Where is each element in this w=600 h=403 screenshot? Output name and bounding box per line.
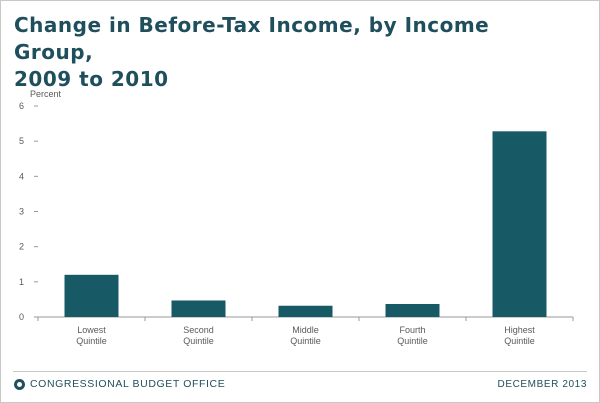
x-tick-label: Middle xyxy=(292,325,319,335)
y-tick-label: 2 xyxy=(19,242,24,252)
x-tick-label: Highest xyxy=(504,325,535,335)
y-tick-label: 5 xyxy=(19,136,24,146)
x-tick-label: Quintile xyxy=(183,336,214,346)
x-tick-label: Second xyxy=(183,325,214,335)
y-tick-label: 3 xyxy=(19,207,24,217)
bar-1 xyxy=(64,274,119,317)
bar-chart: Percent0123456LowestQuintileSecondQuinti… xyxy=(19,89,574,346)
y-tick-label: 6 xyxy=(19,101,24,111)
x-tick-label: Quintile xyxy=(397,336,428,346)
publication-date: DECEMBER 2013 xyxy=(497,379,587,390)
bar-4 xyxy=(385,303,440,317)
y-tick-label: 4 xyxy=(19,171,24,181)
x-tick-label: Lowest xyxy=(77,325,106,335)
x-tick-label: Quintile xyxy=(504,336,535,346)
y-axis-label: Percent xyxy=(30,89,62,99)
bar-2 xyxy=(171,300,226,317)
y-tick-label: 0 xyxy=(19,312,24,322)
x-tick-label: Quintile xyxy=(76,336,107,346)
cbo-name: CONGRESSIONAL BUDGET OFFICE xyxy=(30,378,226,390)
cbo-logo-icon xyxy=(14,378,25,390)
footer-divider xyxy=(13,371,587,372)
y-tick-label: 1 xyxy=(19,277,24,287)
x-tick-label: Fourth xyxy=(399,325,425,335)
bar-5 xyxy=(492,131,547,317)
chart-title: Change in Before-Tax Income, by Income G… xyxy=(14,12,574,93)
bar-3 xyxy=(278,305,333,317)
chart-title-line-2: 2009 to 2010 xyxy=(14,67,169,91)
x-tick-label: Quintile xyxy=(290,336,321,346)
cbo-branding: CONGRESSIONAL BUDGET OFFICE xyxy=(14,378,225,390)
chart-title-line-1: Change in Before-Tax Income, by Income G… xyxy=(14,13,490,64)
